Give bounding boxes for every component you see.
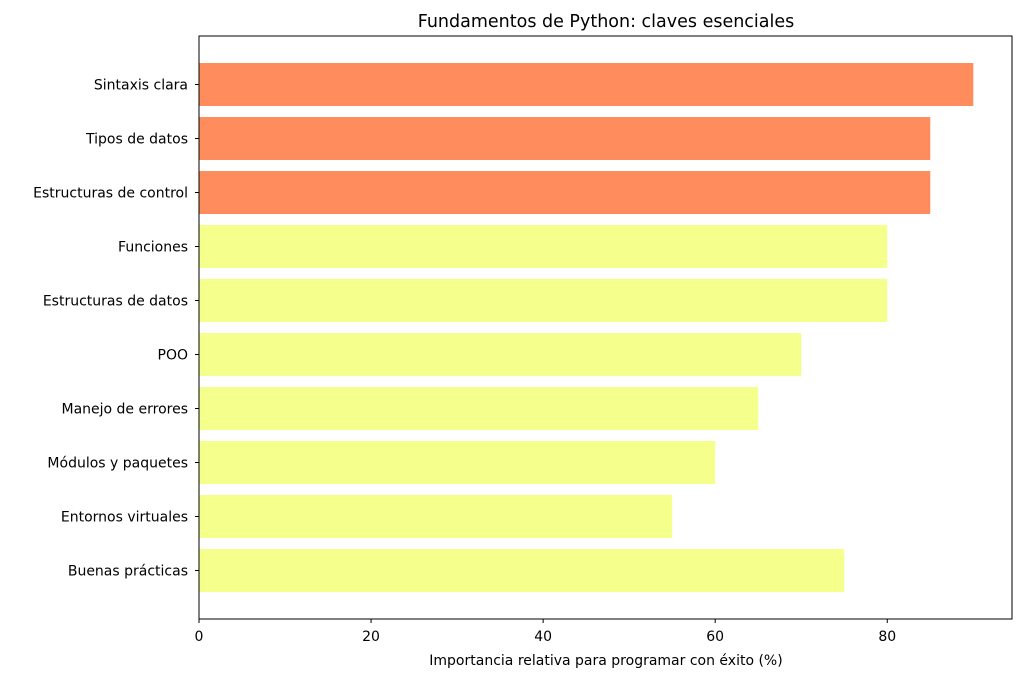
y-tick-label: Estructuras de control bbox=[33, 186, 188, 202]
y-tick-label: Sintaxis clara bbox=[94, 78, 188, 94]
bar bbox=[199, 279, 888, 322]
bar bbox=[199, 495, 673, 538]
x-tick-label: 40 bbox=[534, 629, 552, 645]
y-tick-label: Manejo de errores bbox=[62, 402, 189, 418]
y-tick-label: Estructuras de datos bbox=[43, 294, 188, 310]
y-tick-label: Módulos y paquetes bbox=[47, 456, 188, 472]
bar bbox=[199, 387, 759, 430]
bar bbox=[199, 333, 802, 376]
bar bbox=[199, 117, 931, 160]
x-tick-label: 60 bbox=[706, 629, 724, 645]
axes-frame bbox=[198, 35, 1013, 620]
bar bbox=[199, 171, 931, 214]
bar bbox=[199, 225, 888, 268]
y-tick-label: Tipos de datos bbox=[85, 132, 188, 148]
bar bbox=[199, 63, 974, 106]
bar bbox=[199, 549, 845, 592]
y-tick-label: POO bbox=[158, 348, 188, 364]
y-tick-label: Buenas prácticas bbox=[68, 564, 188, 580]
bar bbox=[199, 441, 716, 484]
x-tick-label: 80 bbox=[878, 629, 896, 645]
y-tick-label: Funciones bbox=[118, 240, 188, 256]
y-tick-label: Entornos virtuales bbox=[61, 510, 188, 526]
x-tick-label: 20 bbox=[362, 629, 380, 645]
x-tick-label: 0 bbox=[195, 629, 204, 645]
chart-title: Fundamentos de Python: claves esenciales bbox=[418, 12, 795, 32]
x-axis-label: Importancia relativa para programar con … bbox=[429, 653, 782, 669]
